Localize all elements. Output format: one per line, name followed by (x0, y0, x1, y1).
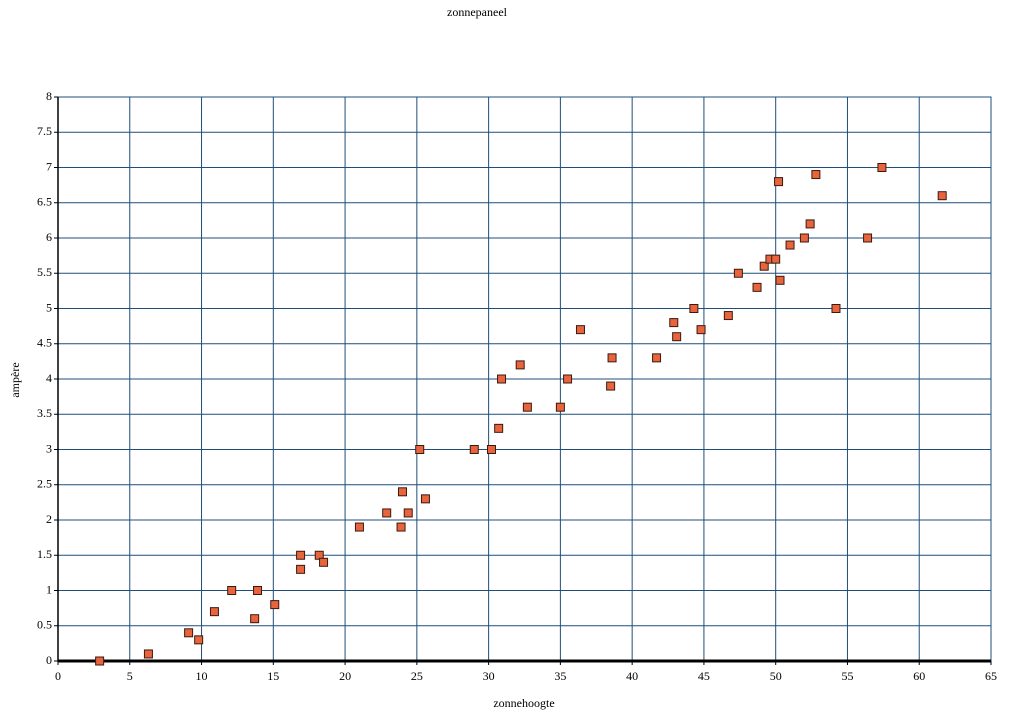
point (774, 177, 784, 187)
point (575, 325, 585, 335)
y-tick-label: 4 (46, 371, 52, 385)
x-tick-label: 20 (339, 669, 351, 683)
y-tick-label: 3.5 (37, 406, 52, 420)
y-tick-label: 1 (46, 582, 52, 596)
x-tick-label: 50 (770, 669, 782, 683)
point (403, 508, 413, 518)
point (296, 564, 306, 574)
point (555, 402, 565, 412)
point (652, 353, 662, 363)
y-tick-label: 6.5 (37, 195, 52, 209)
y-tick-label: 8 (46, 89, 52, 103)
y-tick-label: 3 (46, 441, 52, 455)
x-tick-label: 65 (985, 669, 997, 683)
point (607, 353, 617, 363)
point (775, 275, 785, 285)
point (143, 649, 153, 659)
point (759, 261, 769, 271)
point (354, 522, 364, 532)
x-axis-label: zonnehoogte (493, 696, 554, 710)
point (696, 325, 706, 335)
x-tick-label: 35 (554, 669, 566, 683)
x-tick-label: 45 (698, 669, 710, 683)
point (382, 508, 392, 518)
point (319, 557, 329, 567)
point (415, 445, 425, 454)
y-tick-label: 0.5 (37, 618, 52, 632)
point (396, 522, 406, 532)
point (811, 170, 821, 180)
point (799, 233, 809, 243)
point (805, 219, 815, 229)
point (469, 445, 479, 454)
point (95, 656, 105, 666)
point (209, 607, 219, 617)
point (227, 586, 237, 595)
point (250, 614, 260, 624)
point (723, 311, 733, 321)
point (563, 374, 573, 384)
y-tick-label: 5.5 (37, 265, 52, 279)
point (296, 550, 306, 560)
point (831, 304, 841, 313)
point (689, 304, 699, 313)
x-tick-label: 55 (841, 669, 853, 683)
y-tick-label: 7.5 (37, 124, 52, 138)
point (606, 381, 616, 391)
point (486, 445, 496, 454)
point (420, 494, 430, 504)
point (733, 268, 743, 278)
point (515, 360, 525, 370)
x-tick-label: 30 (483, 669, 495, 683)
point (672, 332, 682, 342)
x-tick-label: 15 (267, 669, 279, 683)
point (497, 374, 507, 384)
y-tick-label: 2.5 (37, 477, 52, 491)
point (937, 191, 947, 201)
y-tick-label: 5 (46, 300, 52, 314)
point (184, 628, 194, 638)
point (253, 586, 263, 595)
y-tick-label: 6 (46, 230, 52, 244)
y-tick-label: 1.5 (37, 547, 52, 561)
point (785, 240, 795, 250)
x-tick-label: 25 (411, 669, 423, 683)
point (194, 635, 204, 645)
x-tick-label: 40 (626, 669, 638, 683)
point (522, 402, 532, 412)
point (669, 318, 679, 328)
point (397, 487, 407, 497)
y-axis-label: ampère (8, 362, 22, 397)
y-tick-label: 2 (46, 512, 52, 526)
point (771, 254, 781, 264)
point (863, 233, 873, 243)
x-tick-label: 0 (55, 669, 61, 683)
y-tick-label: 7 (46, 159, 52, 173)
x-tick-label: 5 (127, 669, 133, 683)
point (877, 163, 887, 172)
x-tick-label: 10 (196, 669, 208, 683)
point (270, 600, 280, 610)
chart-title: zonnepaneel (447, 5, 508, 19)
y-tick-label: 4.5 (37, 336, 52, 350)
point (494, 423, 504, 433)
x-tick-label: 60 (913, 669, 925, 683)
point (752, 282, 762, 292)
y-tick-label: 0 (46, 653, 52, 667)
